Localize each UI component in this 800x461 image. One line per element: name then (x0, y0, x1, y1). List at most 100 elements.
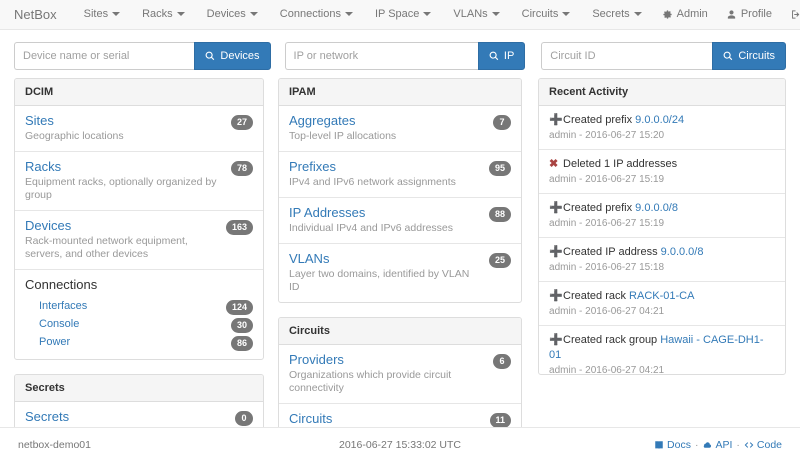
device-search-input[interactable] (14, 42, 195, 70)
nav-item-ip-space[interactable]: IP Space (364, 0, 442, 29)
list-item-vlans[interactable]: VLANs 25 Layer two domains, identified b… (279, 244, 521, 302)
footer-separator: · (694, 438, 699, 451)
chevron-down-icon (344, 12, 353, 17)
plus-icon: ➕ (549, 290, 563, 302)
chevron-down-icon (633, 12, 642, 17)
activity-meta: admin - 2016-06-27 04:21 (549, 365, 665, 374)
main-nav: Sites Racks Devices Connections IP Space… (73, 0, 653, 29)
desc-prefixes: IPv4 and IPv6 network assignments (288, 176, 456, 188)
activity-object-link[interactable]: Hawaii - CAGE-DH1-01 (549, 334, 764, 361)
nav-label: Racks (142, 8, 173, 20)
link-providers[interactable]: Providers (288, 352, 344, 367)
desc-aggregates: Top-level IP allocations (288, 130, 397, 142)
circuit-search-input[interactable] (541, 42, 713, 70)
nav-item-vlans[interactable]: VLANs (442, 0, 510, 29)
footer-separator: · (736, 438, 740, 451)
footer-link-docs[interactable]: Docs (654, 439, 691, 451)
user-nav: Admin Profile Log out (653, 0, 800, 29)
panel-ipam: IPAM Aggregates 7 Top-level IP allocatio… (277, 78, 523, 303)
activity-row[interactable]: ➕Created rack group Hawaii - CAGE-DH1-01… (539, 326, 785, 374)
nav-item-racks[interactable]: Racks (131, 0, 196, 29)
nav-item-profile[interactable]: Profile (717, 0, 781, 29)
nav-item-connections[interactable]: Connections (269, 0, 364, 29)
chevron-down-icon (249, 12, 258, 17)
desc-devices: Rack-mounted network equipment, servers,… (25, 235, 188, 260)
activity-row[interactable]: ➕Created rack RACK-01-CA admin - 2016-06… (539, 282, 786, 326)
user-icon (727, 10, 735, 19)
activity-scroll-area[interactable]: ➕Created prefix 9.0.0.0/24 admin - 2016-… (539, 106, 786, 374)
plus-icon: ➕ (549, 202, 563, 214)
activity-text: ➕Created rack group Hawaii - CAGE-DH1-01 (549, 333, 775, 363)
nav-item-circuits[interactable]: Circuits (511, 0, 582, 29)
plus-icon: ➕ (549, 334, 563, 346)
activity-object-link[interactable]: 9.0.0.0/24 (635, 114, 685, 126)
sublist-item-interfaces[interactable]: Interfaces 124 (25, 297, 253, 315)
link-ip-addresses[interactable]: IP Addresses (288, 205, 366, 220)
activity-action: Created IP address (563, 246, 661, 258)
nav-item-admin[interactable]: Admin (653, 0, 717, 29)
activity-row[interactable]: ➕Created prefix 9.0.0.0/8 admin - 2016-0… (539, 194, 786, 238)
sublist-item-console[interactable]: Console 30 (25, 315, 253, 333)
device-search-button[interactable]: Devices (194, 42, 271, 70)
chevron-down-icon (423, 12, 432, 17)
badge-ip-addresses-count: 88 (489, 207, 512, 222)
link-circuits[interactable]: Circuits (288, 411, 333, 426)
activity-meta: admin - 2016-06-27 15:19 (549, 174, 665, 185)
circuit-search-group: Circuits (541, 42, 786, 70)
link-vlans[interactable]: VLANs (288, 251, 330, 266)
circuit-search-button[interactable]: Circuits (712, 42, 786, 70)
link-prefixes[interactable]: Prefixes (288, 159, 336, 174)
plus-icon: ➕ (549, 246, 563, 258)
activity-object-link[interactable]: 9.0.0.0/8 (660, 246, 704, 258)
link-devices[interactable]: Devices (25, 218, 72, 233)
column-middle: IPAM Aggregates 7 Top-level IP allocatio… (277, 78, 523, 461)
activity-action: Created prefix (563, 202, 636, 214)
activity-row[interactable]: ➕Created prefix 9.0.0.0/24 admin - 2016-… (539, 106, 786, 150)
link-racks[interactable]: Racks (25, 159, 62, 174)
nav-item-secrets[interactable]: Secrets (581, 0, 652, 29)
column-right: Recent Activity ➕Created prefix 9.0.0.0/… (538, 78, 787, 389)
link-power[interactable]: Power (39, 336, 71, 348)
badge-devices-count: 163 (225, 220, 253, 235)
panel-title-secrets: Secrets (15, 375, 263, 402)
link-aggregates[interactable]: Aggregates (288, 113, 356, 128)
badge-sites-count: 27 (230, 115, 253, 130)
cross-icon: ✖ (549, 158, 559, 170)
nav-item-devices[interactable]: Devices (196, 0, 269, 29)
search-icon (206, 51, 215, 61)
list-item-ip-addresses[interactable]: IP Addresses 88 Individual IPv4 and IPv6… (278, 198, 522, 244)
sublist-item-power[interactable]: Power 86 (25, 333, 253, 351)
link-secrets[interactable]: Secrets (25, 409, 70, 424)
link-label: Code (756, 438, 782, 451)
link-interfaces[interactable]: Interfaces (39, 300, 88, 312)
desc-ip-addresses: Individual IPv4 and IPv6 addresses (288, 222, 454, 234)
footer-link-api[interactable]: API (702, 439, 732, 451)
nav-item-sites[interactable]: Sites (73, 0, 131, 29)
footer-link-code[interactable]: Code (744, 439, 782, 451)
link-sites[interactable]: Sites (25, 113, 54, 128)
brand-logo[interactable]: NetBox (14, 7, 57, 22)
logout-icon (792, 10, 800, 19)
activity-object-link[interactable]: RACK-01-CA (629, 290, 695, 302)
list-item-racks[interactable]: Racks 78 Equipment racks, optionally org… (15, 152, 263, 211)
activity-action: Deleted 1 IP addresses (563, 158, 678, 170)
list-item-sites[interactable]: Sites 27 Geographic locations (15, 106, 263, 152)
ip-search-input[interactable] (284, 42, 478, 70)
ip-search-button[interactable]: IP (477, 42, 526, 70)
book-icon (655, 440, 663, 449)
list-item-providers[interactable]: Providers 6 Organizations which provide … (278, 345, 522, 404)
list-item-aggregates[interactable]: Aggregates 7 Top-level IP allocations (278, 106, 522, 152)
nav-label: Sites (83, 8, 109, 20)
activity-row[interactable]: ➕Created IP address 9.0.0.0/8 admin - 20… (539, 238, 786, 282)
list-item-prefixes[interactable]: Prefixes 95 IPv4 and IPv6 network assign… (278, 152, 522, 198)
gear-icon (663, 10, 672, 19)
button-label: Circuits (738, 50, 775, 62)
activity-meta: admin - 2016-06-27 04:21 (549, 306, 665, 317)
panel-dcim: DCIM Sites 27 Geographic locations Racks… (14, 78, 264, 360)
link-console[interactable]: Console (39, 318, 80, 330)
list-item-devices[interactable]: Devices 163 Rack-mounted network equipme… (15, 211, 263, 270)
activity-object-link[interactable]: 9.0.0.0/8 (635, 202, 678, 214)
activity-row[interactable]: ✖ Deleted 1 IP addresses admin - 2016-06-… (539, 150, 786, 194)
panel-title-circuits: Circuits (278, 318, 522, 345)
nav-item-logout[interactable]: Log out (781, 0, 800, 29)
